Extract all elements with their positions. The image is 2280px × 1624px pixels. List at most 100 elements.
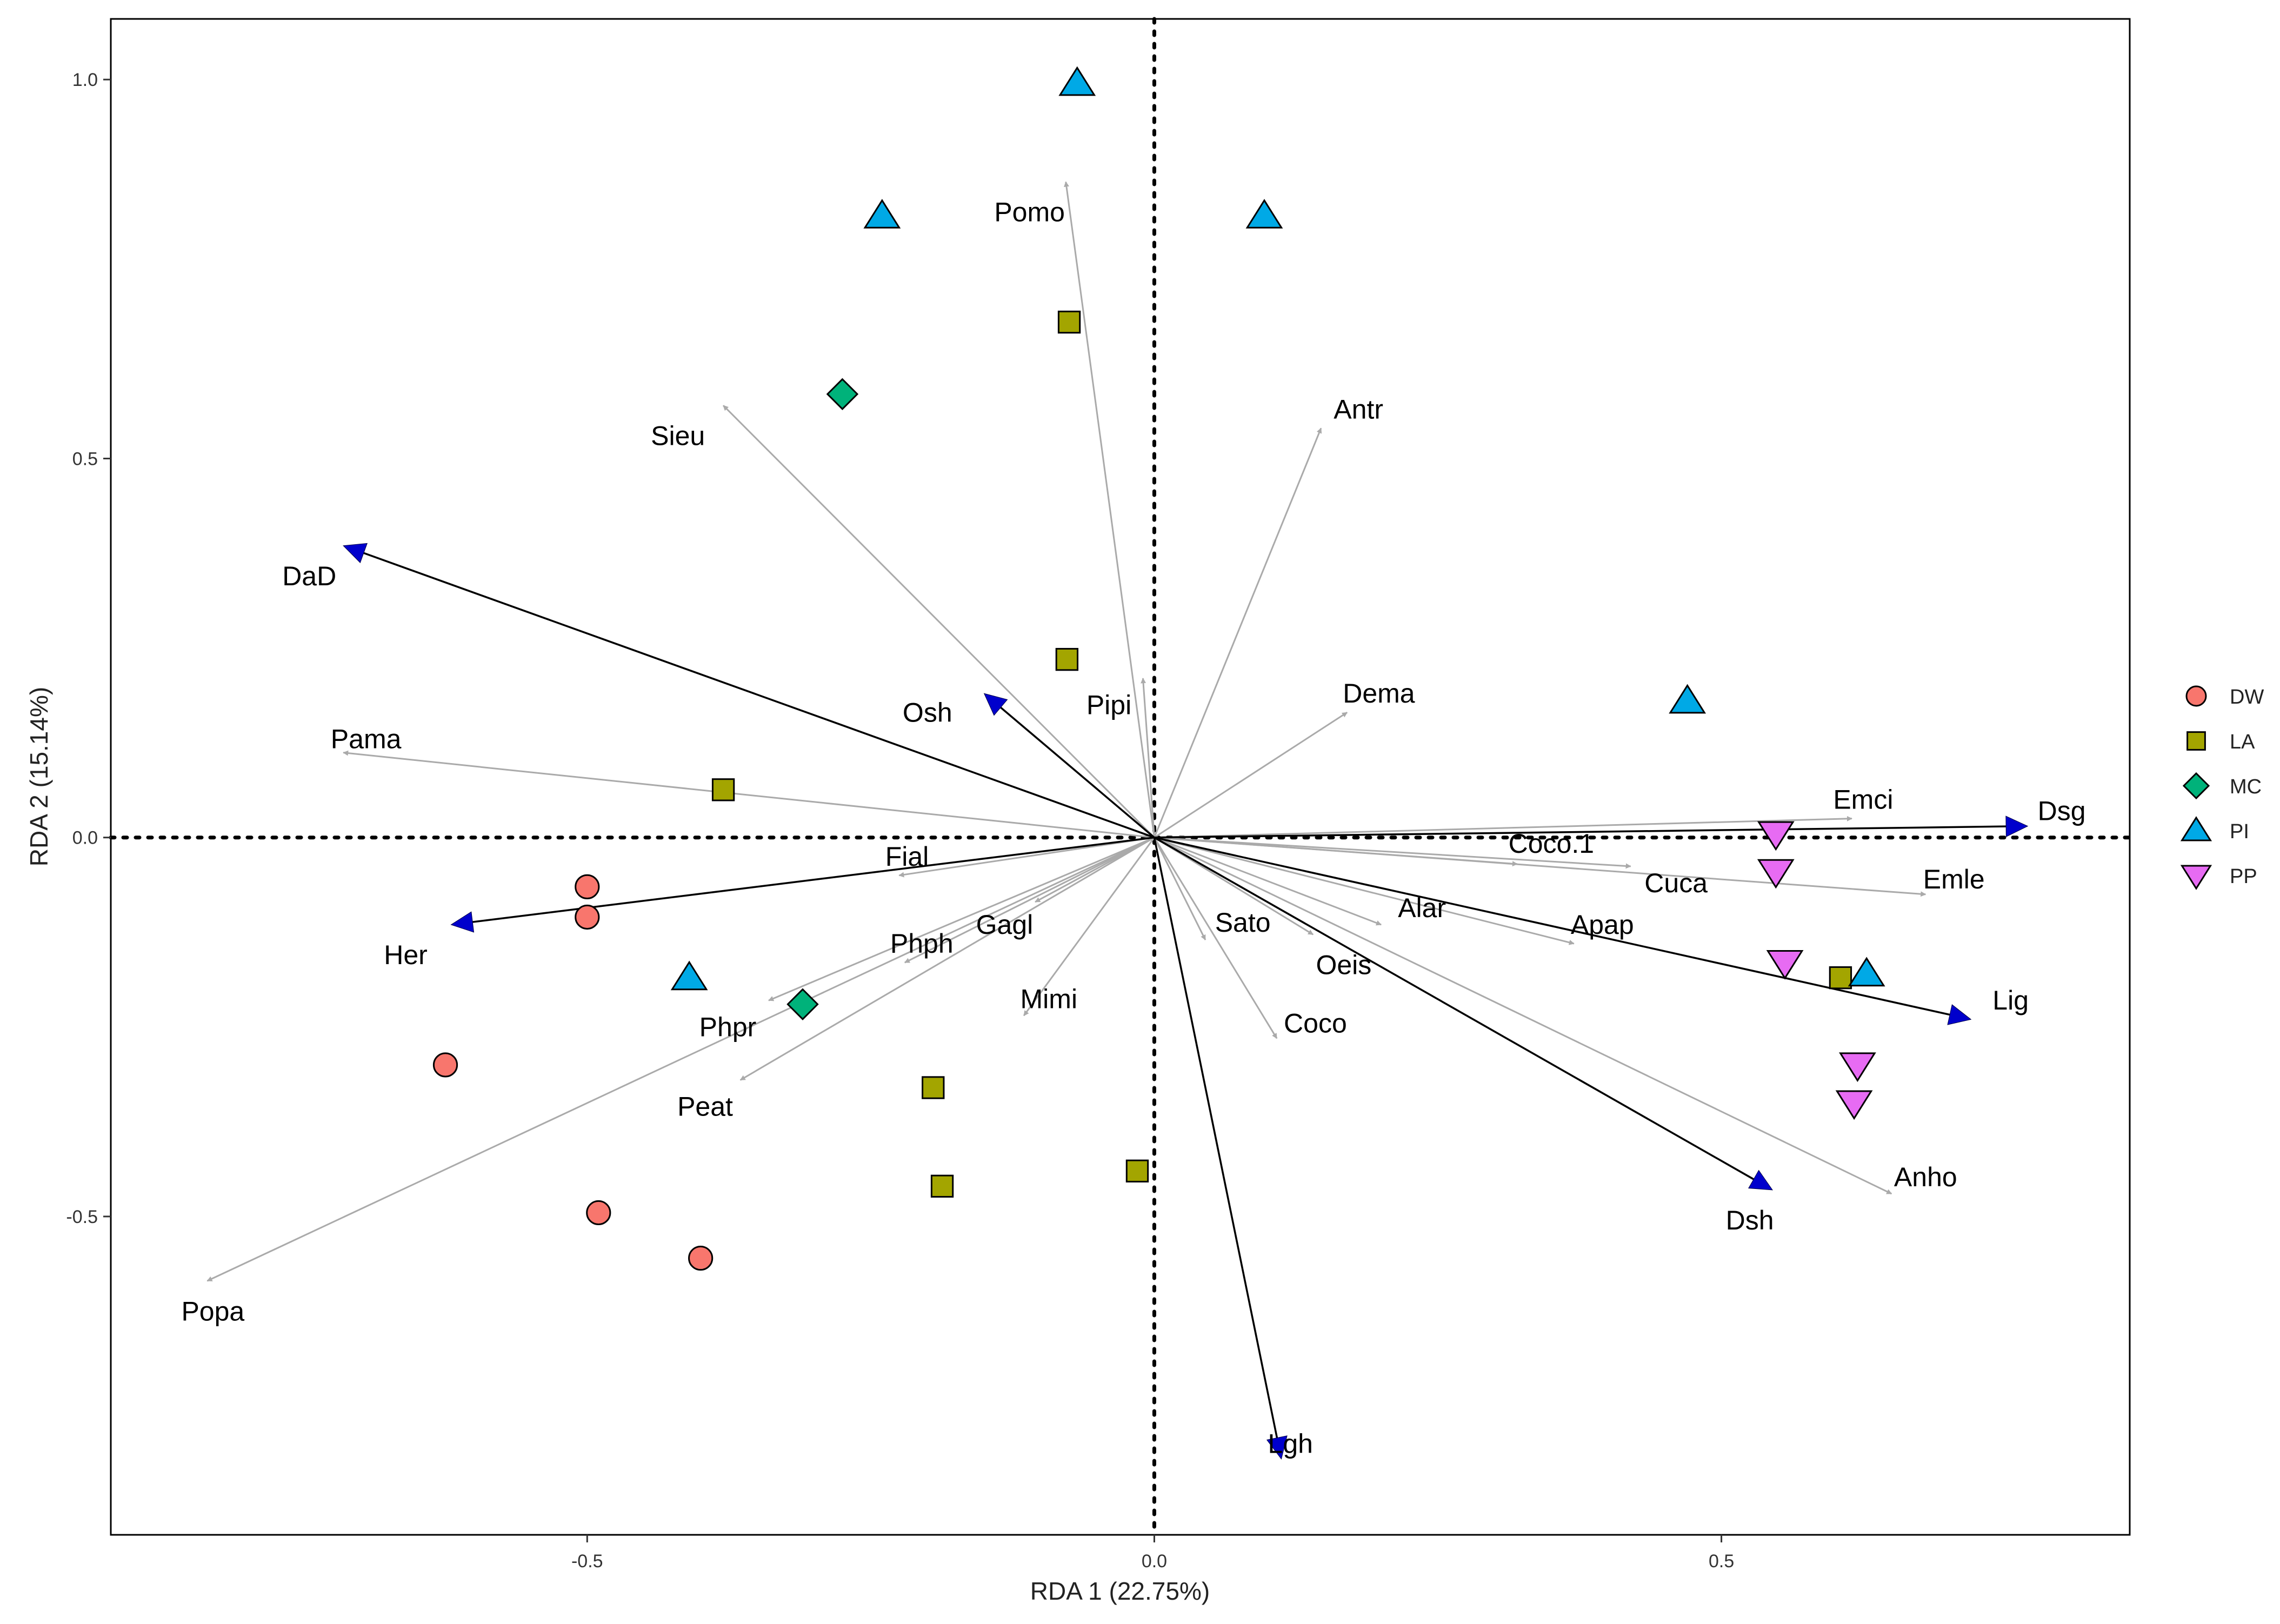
env-arrow-lgh bbox=[1153, 837, 1278, 1438]
species-arrow-peat bbox=[739, 837, 1155, 1081]
legend-label: PP bbox=[2230, 865, 2257, 888]
species-label-fial: Fial bbox=[885, 841, 929, 872]
species-arrow-phpr bbox=[768, 837, 1155, 1001]
site-point-dw bbox=[432, 1052, 458, 1078]
legend-key-pi bbox=[2180, 816, 2212, 841]
env-arrows bbox=[343, 543, 2029, 1460]
site-point-dw bbox=[586, 1200, 611, 1226]
arrow-labels: Pomo Antr Sieu Pipi Dema Pama Fial Emci Coco.1 Cu… bbox=[181, 197, 2085, 1459]
legend-item-mc: MC bbox=[2182, 772, 2262, 800]
species-arrow-phph bbox=[904, 837, 1155, 964]
species-label-pomo: Pomo bbox=[994, 197, 1065, 228]
legend-item-dw: DW bbox=[2185, 685, 2264, 709]
species-label-anho: Anho bbox=[1894, 1162, 1957, 1192]
site-point-la bbox=[1057, 310, 1081, 334]
species-label-sato: Sato bbox=[1215, 907, 1271, 938]
species-arrow-emci bbox=[1154, 816, 1852, 839]
species-label-popa: Popa bbox=[181, 1296, 244, 1326]
y-tick-label: 1.0 bbox=[72, 70, 98, 90]
legend-label: PI bbox=[2230, 820, 2249, 843]
site-point-pi bbox=[1245, 199, 1283, 229]
site-point-pi bbox=[1848, 957, 1885, 987]
site-point-la bbox=[711, 778, 735, 801]
species-label-coco-1: Coco.1 bbox=[1509, 828, 1594, 859]
site-point-dw bbox=[575, 904, 600, 930]
site-point-la bbox=[1829, 966, 1852, 990]
env-label-lgh: Lgh bbox=[1268, 1429, 1313, 1459]
site-point-mc bbox=[826, 378, 859, 410]
env-label-osh: Osh bbox=[903, 697, 952, 727]
env-label-lig: Lig bbox=[1992, 985, 2029, 1015]
y-tick-label: -0.5 bbox=[66, 1207, 98, 1227]
site-point-la bbox=[1055, 647, 1079, 671]
legend-item-la: LA bbox=[2186, 731, 2255, 753]
site-point-dw bbox=[688, 1245, 714, 1271]
env-arrow-dsh bbox=[1154, 837, 1755, 1180]
species-label-pama: Pama bbox=[331, 724, 402, 754]
env-arrow-dsg bbox=[1154, 825, 2006, 839]
env-arrow-head-dsh bbox=[1748, 1169, 1774, 1191]
species-arrow-pomo bbox=[1064, 181, 1155, 838]
env-arrow-osh bbox=[1000, 706, 1155, 839]
species-arrow-pama bbox=[343, 750, 1155, 839]
species-label-dema: Dema bbox=[1343, 678, 1415, 709]
species-arrow-dema bbox=[1154, 712, 1348, 838]
species-arrow-sato bbox=[1154, 837, 1206, 940]
species-arrow-coco bbox=[1154, 837, 1278, 1039]
env-arrow-lig bbox=[1154, 836, 1950, 1016]
species-label-cuca: Cuca bbox=[1644, 868, 1708, 898]
legend-key-pp bbox=[2180, 865, 2212, 890]
env-label-her: Her bbox=[384, 940, 428, 970]
site-point-la bbox=[1125, 1159, 1149, 1182]
env-label-dad: DaD bbox=[282, 561, 336, 591]
site-point-pi bbox=[1058, 66, 1096, 96]
species-arrow-pipi bbox=[1141, 678, 1155, 838]
legend-key-mc bbox=[2182, 772, 2210, 800]
species-label-sieu: Sieu bbox=[651, 420, 705, 451]
y-tick-label: 0.0 bbox=[72, 828, 98, 848]
x-axis-title: RDA 1 (22.75%) bbox=[1030, 1577, 1210, 1605]
species-arrows bbox=[206, 181, 1926, 1282]
legend-key-la bbox=[2186, 731, 2206, 751]
site-point-pp bbox=[1757, 859, 1795, 889]
site-point-la bbox=[922, 1076, 945, 1099]
env-arrow-head-lig bbox=[1947, 1004, 1972, 1025]
species-arrow-popa bbox=[206, 837, 1155, 1282]
legend-item-pp: PP bbox=[2180, 865, 2257, 890]
site-point-pi bbox=[670, 960, 708, 991]
legend-key-dw bbox=[2185, 685, 2207, 707]
species-arrow-sieu bbox=[723, 405, 1155, 838]
site-point-pp bbox=[1835, 1090, 1873, 1120]
species-arrow-anho bbox=[1154, 837, 1892, 1195]
species-label-oeis: Oeis bbox=[1316, 950, 1371, 980]
species-arrow-cuca bbox=[1154, 837, 1631, 869]
species-arrow-antr bbox=[1154, 427, 1322, 838]
env-arrow-head-dsg bbox=[2005, 816, 2029, 837]
y-axis: -0.5 0.0 0.5 1.0 bbox=[66, 70, 111, 1227]
env-arrow-head-osh bbox=[983, 693, 1008, 716]
plot-panel bbox=[110, 18, 2131, 1536]
zero-lines bbox=[109, 17, 2132, 1537]
x-axis: -0.5 0.0 0.5 bbox=[571, 1535, 1734, 1572]
species-label-mimi: Mimi bbox=[1021, 984, 1078, 1014]
legend-label: MC bbox=[2230, 776, 2262, 798]
species-label-pipi: Pipi bbox=[1086, 690, 1131, 720]
x-tick-label: -0.5 bbox=[571, 1551, 603, 1572]
species-label-gagl: Gagl bbox=[976, 910, 1034, 940]
species-arrow-apap bbox=[1154, 837, 1575, 945]
site-point-la bbox=[930, 1174, 954, 1198]
env-arrow-dad bbox=[363, 552, 1155, 839]
site-point-mc bbox=[786, 988, 819, 1020]
species-arrow-alar bbox=[1154, 837, 1382, 926]
species-label-alar: Alar bbox=[1398, 893, 1446, 923]
species-label-phph: Phph bbox=[890, 928, 954, 959]
y-axis-title: RDA 2 (15.14%) bbox=[25, 687, 53, 866]
y-tick-label: 0.5 bbox=[72, 449, 98, 469]
env-label-dsh: Dsh bbox=[1726, 1205, 1774, 1235]
species-label-emle: Emle bbox=[1923, 864, 1985, 894]
species-label-peat: Peat bbox=[677, 1092, 733, 1122]
env-arrow-head-dad bbox=[343, 543, 368, 564]
species-arrow-mimi bbox=[1023, 837, 1155, 1017]
site-point-pp bbox=[1839, 1052, 1876, 1082]
